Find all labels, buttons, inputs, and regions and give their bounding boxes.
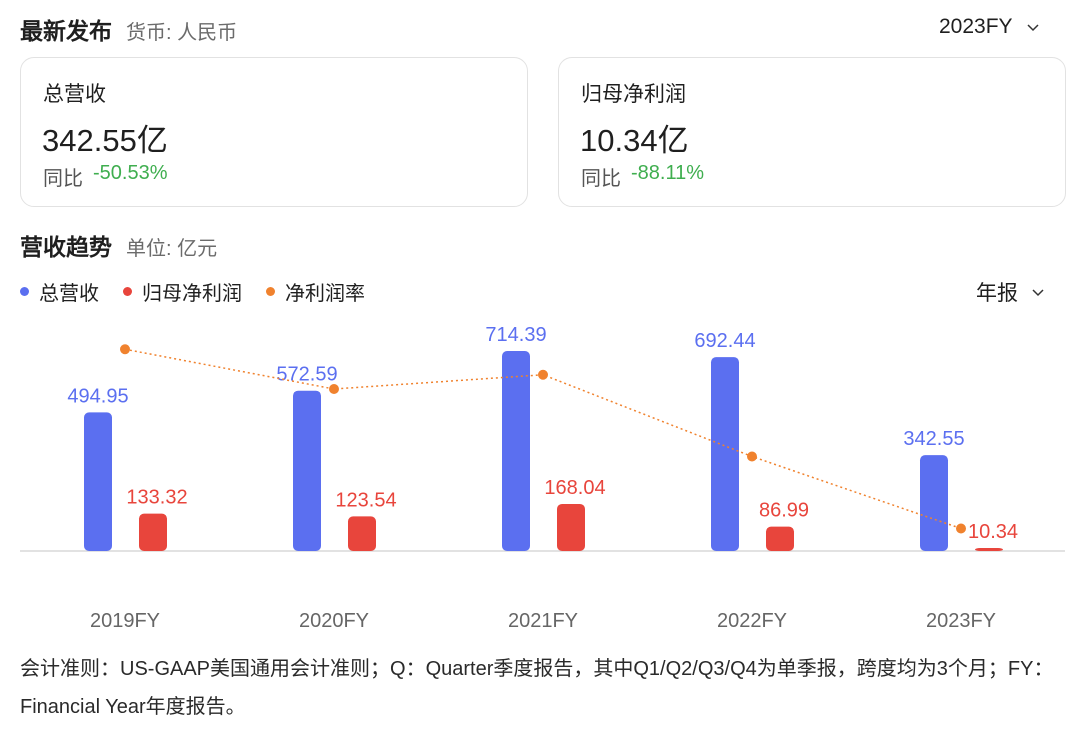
net-profit-data-label: 133.32 [126,487,187,509]
currency-label: 货币: 人民币 [126,22,238,44]
net-profit-yoy: 同比 -88.11% [581,162,704,191]
legend-item-margin[interactable]: 净利润率 [266,277,365,306]
x-tick-label: 2023FY [926,610,996,632]
period-dropdown[interactable]: 2023FY [939,15,1039,39]
trend-title: 营收趋势 [20,234,112,260]
revenue-trend-chart: 494.95 133.32 2019FY 572.59 123.54 2020FY 714.… [20,324,1065,632]
revenue-data-label: 692.44 [694,330,755,352]
accounting-footnote: 会计准则：US-GAAP美国通用会计准则；Q：Quarter季度报告，其中Q1/… [20,658,1054,718]
revenue-card-value: 342.55亿 [42,123,168,158]
legend-item-net-profit[interactable]: 归母净利润 [123,277,242,306]
revenue-yoy: 同比 -50.53% [43,162,168,191]
net-profit-data-label: 10.34 [968,521,1018,543]
net-margin-point [956,523,966,534]
report-type-value: 年报 [976,282,1018,305]
net-profit-bar [557,503,585,551]
revenue-data-label: 342.55 [903,428,964,450]
revenue-bar [293,390,321,551]
revenue-bar [84,412,112,551]
revenue-card-label: 总营收 [43,83,106,106]
trend-header: 营收趋势 单位: 亿元 [20,228,217,262]
legend-label-net-profit: 归母净利润 [142,283,242,305]
revenue-data-label: 494.95 [67,385,128,407]
net-margin-point [747,451,757,462]
net-margin-line [124,348,962,530]
period-dropdown-value: 2023FY [939,15,1013,38]
x-tick-label: 2022FY [717,610,787,632]
net-margin-point [120,344,130,355]
net-profit-data-label: 86.99 [759,500,809,522]
net-profit-bar [348,516,376,551]
revenue-bar [502,351,530,551]
net-profit-card: 归母净利润 10.34亿 同比 -88.11% [558,57,1066,207]
revenue-yoy-value: -50.53% [93,162,168,184]
legend-dot-net-profit [123,287,132,296]
x-tick-label: 2020FY [299,610,369,632]
net-margin-point [329,384,339,394]
x-tick-label: 2021FY [508,610,578,632]
revenue-yoy-label: 同比 [43,168,83,190]
revenue-bar [711,357,739,551]
net-profit-card-value: 10.34亿 [580,123,689,158]
revenue-data-label: 714.39 [485,324,546,346]
net-profit-bar [975,548,1003,551]
legend-label-revenue: 总营收 [39,283,99,305]
legend-label-margin: 净利润率 [285,283,365,305]
chevron-down-icon [1027,24,1039,32]
net-profit-data-label: 123.54 [335,489,396,511]
legend-dot-revenue [20,287,29,296]
legend-dot-margin [266,287,275,296]
chevron-down-icon [1032,289,1044,297]
header: 最新发布 货币: 人民币 [20,12,237,46]
legend-item-revenue[interactable]: 总营收 [20,277,99,306]
report-type-dropdown[interactable]: 年报 [976,277,1044,307]
x-tick-label: 2019FY [90,610,160,632]
trend-unit-label: 单位: 亿元 [126,238,218,260]
net-profit-bar [139,513,167,551]
net-profit-yoy-value: -88.11% [631,162,705,184]
revenue-card: 总营收 342.55亿 同比 -50.53% [20,57,528,207]
net-profit-data-label: 168.04 [544,477,605,499]
net-margin-point [538,369,548,380]
net-profit-yoy-label: 同比 [581,168,621,190]
net-profit-bar [766,526,794,551]
chart-legend: 总营收 归母净利润 净利润率 [20,277,389,306]
page-title: 最新发布 [20,18,112,44]
revenue-bar [920,455,948,551]
net-profit-card-label: 归母净利润 [581,83,686,106]
revenue-data-label: 572.59 [276,364,337,386]
